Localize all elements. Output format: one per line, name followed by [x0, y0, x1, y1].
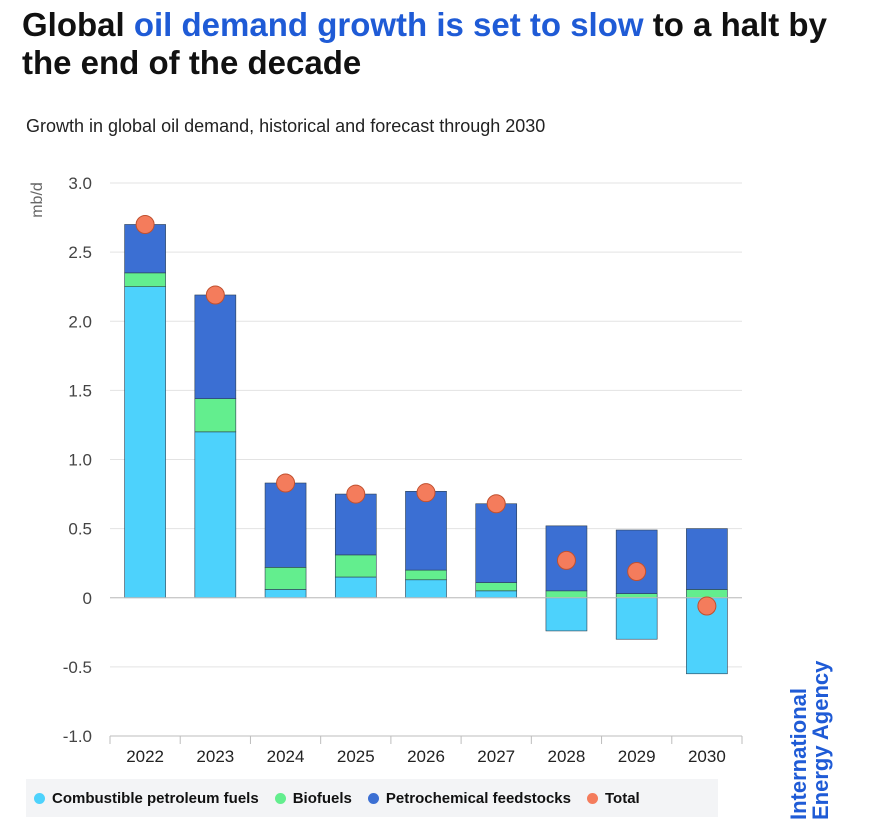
bar-petrochemical-2023 [194, 294, 237, 399]
y-tick-label: 3.0 [68, 174, 92, 193]
legend-item-biofuels: Biofuels [274, 789, 352, 807]
bar-petrochemical-2029 [615, 529, 658, 594]
total-marker-2029 [627, 561, 647, 581]
y-tick-label: 2.0 [68, 312, 92, 331]
total-marker-2025 [346, 484, 366, 504]
x-tick-label: 2024 [267, 747, 305, 766]
bar-combustible-2027 [475, 590, 518, 599]
total-markers [135, 214, 717, 616]
legend-marker-petrochemical [367, 792, 379, 804]
total-marker-2026 [416, 483, 436, 503]
total-marker-2023 [205, 285, 225, 305]
bar-biofuels-2026 [405, 569, 447, 581]
legend-marker-total [586, 792, 598, 804]
y-tick-label: -1.0 [63, 727, 92, 746]
logo-line-2: Energy Agency [808, 660, 833, 820]
bar-biofuels-2025 [334, 554, 377, 578]
y-axis-label: mb/d [29, 182, 46, 218]
bar-combustible-2028 [545, 597, 588, 632]
legend-label-combustible: Combustible petroleum fuels [52, 789, 259, 807]
axes: -1.0 -0.5 0 0.5 1.0 1.5 2.0 2.5 3.0 2022 2023 2024 2… [63, 174, 743, 766]
bar-petrochemical-2026 [405, 490, 447, 571]
legend-label-total: Total [604, 789, 640, 807]
x-tick-label: 2026 [407, 747, 445, 766]
bar-combustible-2024 [264, 589, 307, 599]
bar-biofuels-2028 [545, 590, 588, 599]
chart-title: Global oil demand growth is set to slow … [22, 6, 852, 82]
bar-petrochemical-2030 [686, 528, 728, 590]
bar-combustible-2025 [334, 576, 377, 599]
iea-logo: International Energy Agency [786, 660, 833, 820]
x-tick-label: 2023 [196, 747, 234, 766]
bar-petrochemical-2024 [264, 482, 307, 568]
bar-biofuels-2022 [124, 272, 166, 287]
x-tick-label: 2022 [126, 747, 164, 766]
legend-marker-biofuels [274, 792, 286, 804]
bars [124, 224, 728, 675]
y-tick-label: 0.5 [68, 520, 92, 539]
legend: Combustible petroleum fuels Biofuels Pet… [26, 779, 718, 817]
legend-label-petrochemical: Petrochemical feedstocks [385, 789, 571, 807]
bar-biofuels-2029 [615, 593, 658, 599]
bar-petrochemical-2027 [475, 503, 518, 583]
bar-biofuels-2023 [194, 398, 237, 433]
x-tick-label: 2029 [618, 747, 656, 766]
total-marker-2030 [697, 596, 717, 616]
total-marker-2022 [135, 214, 155, 234]
bar-chart: -1.0 -0.5 0 0.5 1.0 1.5 2.0 2.5 3.0 2022 2023 2024 2… [29, 174, 743, 766]
y-tick-label: -0.5 [63, 658, 92, 677]
total-marker-2024 [276, 473, 296, 493]
x-tick-label: 2030 [688, 747, 726, 766]
bar-combustible-2029 [615, 597, 658, 640]
legend-item-total: Total [586, 789, 640, 807]
bar-combustible-2023 [194, 431, 237, 599]
legend-label-biofuels: Biofuels [292, 789, 352, 807]
bar-combustible-2026 [405, 579, 447, 599]
y-tick-label: 1.0 [68, 451, 92, 470]
y-tick-label: 2.5 [68, 243, 92, 262]
chart-subtitle: Growth in global oil demand, historical … [26, 116, 546, 136]
logo-line-1: International [786, 687, 811, 820]
title-prefix: Global [22, 6, 134, 43]
bar-combustible-2022 [124, 286, 166, 599]
legend-item-petrochemical: Petrochemical feedstocks [367, 789, 571, 807]
bar-petrochemical-2025 [334, 493, 377, 556]
bar-biofuels-2024 [264, 567, 307, 590]
title-highlight: oil demand growth is set to slow [133, 6, 644, 43]
bar-biofuels-2027 [475, 582, 518, 592]
title-suffix: to a halt by the end of the decade [22, 6, 827, 81]
bar-biofuels-2030 [686, 589, 728, 599]
x-tick-label: 2028 [548, 747, 586, 766]
x-tick-label: 2027 [477, 747, 515, 766]
total-marker-2027 [486, 494, 506, 514]
x-tick-label: 2025 [337, 747, 375, 766]
legend-marker-combustible [34, 792, 45, 804]
y-tick-label: 1.5 [68, 381, 92, 400]
legend-item-combustible: Combustible petroleum fuels [34, 790, 259, 807]
total-marker-2028 [556, 550, 576, 570]
y-tick-label: 0 [83, 589, 92, 608]
